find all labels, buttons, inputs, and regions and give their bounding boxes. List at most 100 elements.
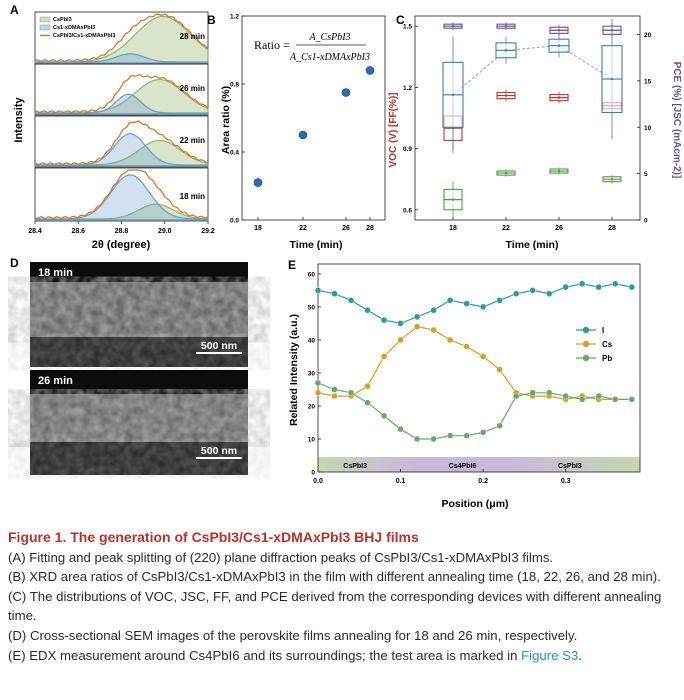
peak-total (34, 120, 209, 166)
y-tick-label: 0.4 (230, 150, 239, 157)
y-tick-label: 0 (311, 470, 315, 477)
series-point-i (562, 283, 569, 291)
panel-a: 28 min 26 min 22 min 18 min CsPbI3 Cs1-xDMAxP… (28, 11, 215, 235)
caption-title: Figure 1. The generation of CsPbI3/Cs1-x… (8, 529, 419, 545)
data-point (365, 66, 375, 75)
sem-image-26min: 26 min 500 nm (30, 370, 248, 475)
series-point-cs (430, 326, 437, 334)
x-tick-label: 22 (299, 225, 307, 232)
series-point-pb (612, 396, 619, 403)
panel-e: CsPbI3 Cs4PbI6 CsPbI3 0 10 20 30 40 50 60 0.0 0.1 0.… (308, 263, 641, 485)
series-line-cs (317, 326, 632, 401)
y-tick-label: 10 (308, 436, 316, 443)
box-mean (451, 198, 455, 201)
peak-dma (34, 93, 209, 115)
y-tick-label-left: 0.6 (403, 207, 412, 214)
series-point-i (397, 320, 404, 327)
region-label: CsPbI3 (558, 463, 582, 470)
series-point-i (496, 297, 503, 304)
series-point-pb (364, 399, 371, 406)
x-tick-label: 28.8 (115, 228, 129, 235)
panel-a-ylabel: Intensity (13, 97, 25, 143)
legend-swatch (39, 24, 51, 31)
series-point-i (413, 313, 421, 321)
ratio-denominator: A_Cs1-xDMAxPbI3 (289, 52, 370, 63)
series-point-i (331, 290, 338, 297)
panel-c-ylabel-left: VOC (V) [FF(%)] (388, 93, 399, 168)
region-label: CsPbI3 (343, 463, 367, 470)
y-tick-label-right: 0 (644, 218, 648, 225)
sem-18-label: 18 min (38, 267, 73, 279)
panel-label-c: C (396, 13, 405, 27)
y-tick-label: 0.0 (230, 218, 239, 225)
y-tick-label: 60 (308, 271, 316, 278)
panel-label-d: D (10, 256, 19, 270)
box-mean (557, 44, 561, 47)
caption-line-c: (C) The distributions of VOC, JSC, FF, a… (8, 588, 662, 624)
series-point-i (628, 283, 635, 291)
series-point-cs (380, 353, 388, 360)
x-tick-label: 0.2 (478, 478, 488, 485)
series-point-i (430, 307, 437, 314)
figure-caption: Figure 1. The generation of CsPbI3/Cs1-x… (8, 528, 676, 665)
y-tick-label: 40 (308, 337, 316, 344)
x-tick-label: 18 (449, 225, 457, 232)
x-tick-label: 29.0 (158, 228, 172, 235)
series-point-cs (314, 389, 322, 396)
panel-b-xlabel: Time (min) (290, 239, 343, 251)
series-point-pb (545, 389, 553, 396)
panel-c-xlabel: Time (min) (506, 239, 559, 251)
box-mean (451, 25, 455, 28)
peak-total (34, 13, 209, 63)
series-point-i (512, 290, 520, 297)
caption-line-a: (A) Fitting and peak splitting of (220) … (8, 549, 554, 565)
x-tick-label: 0.1 (396, 478, 406, 485)
x-tick-label: 18 (254, 225, 262, 232)
panel-e-xlabel: Position (μm) (441, 498, 508, 510)
caption-line-b: (B) XRD area ratios of CsPbI3/Cs1-xDMAxP… (8, 569, 661, 585)
box-mean (504, 94, 508, 97)
subplot-time-label: 28 min (180, 32, 205, 41)
x-tick-label: 26 (342, 225, 350, 232)
series-line-i (317, 283, 632, 325)
series-point-i (529, 287, 536, 294)
series-point-cs (446, 336, 454, 344)
series-point-pb (479, 429, 487, 436)
x-tick-label: 22 (502, 225, 510, 232)
y-tick-label-left: 1.2 (403, 85, 412, 92)
y-tick-label: 1.2 (230, 14, 239, 21)
panel-label-a: A (10, 3, 19, 17)
series-point-cs (496, 366, 503, 373)
caption-line-d: (D) Cross-sectional SEM images of the pe… (8, 627, 578, 643)
y-tick-label-right: 20 (644, 32, 652, 39)
sem-image-18min: 18 min 500 nm (30, 262, 248, 367)
series-point-i (364, 307, 371, 314)
plot-frame (414, 15, 641, 221)
x-tick-label: 28.4 (28, 228, 42, 235)
series-point-cs (364, 382, 371, 390)
legend-marker (582, 340, 590, 348)
series-point-pb (347, 389, 355, 396)
series-point-pb (496, 422, 503, 429)
series-point-pb (579, 396, 586, 403)
panel-label-b: B (207, 13, 216, 27)
x-tick-label: 28 (608, 225, 616, 232)
ratio-numerator: A_CsPbI3 (308, 32, 350, 43)
sem-26-scale-label: 500 nm (201, 445, 237, 457)
peak-total (34, 169, 209, 220)
series-point-pb (413, 435, 421, 443)
y-tick-label-right: 5 (644, 171, 648, 178)
subplot-time-label: 26 min (180, 84, 205, 93)
x-tick-label: 28.6 (71, 228, 85, 235)
panel-b: 0.0 0.4 0.8 1.2 18 22 26 28 (230, 14, 386, 232)
subplot-time-label: 18 min (180, 192, 205, 201)
series-point-pb (628, 396, 635, 403)
x-tick-label: 26 (555, 225, 563, 232)
panel-c: 0.6 0.9 1.2 1.5 0 5 10 15 20 18 22 26 28 (403, 15, 652, 232)
series-point-pb (314, 379, 322, 387)
panel-label-e: E (288, 258, 296, 272)
x-tick-label: 29.2 (201, 228, 215, 235)
series-point-pb (595, 392, 602, 400)
figure-s3-link[interactable]: Figure S3 (521, 647, 579, 663)
series-point-i (545, 290, 553, 297)
